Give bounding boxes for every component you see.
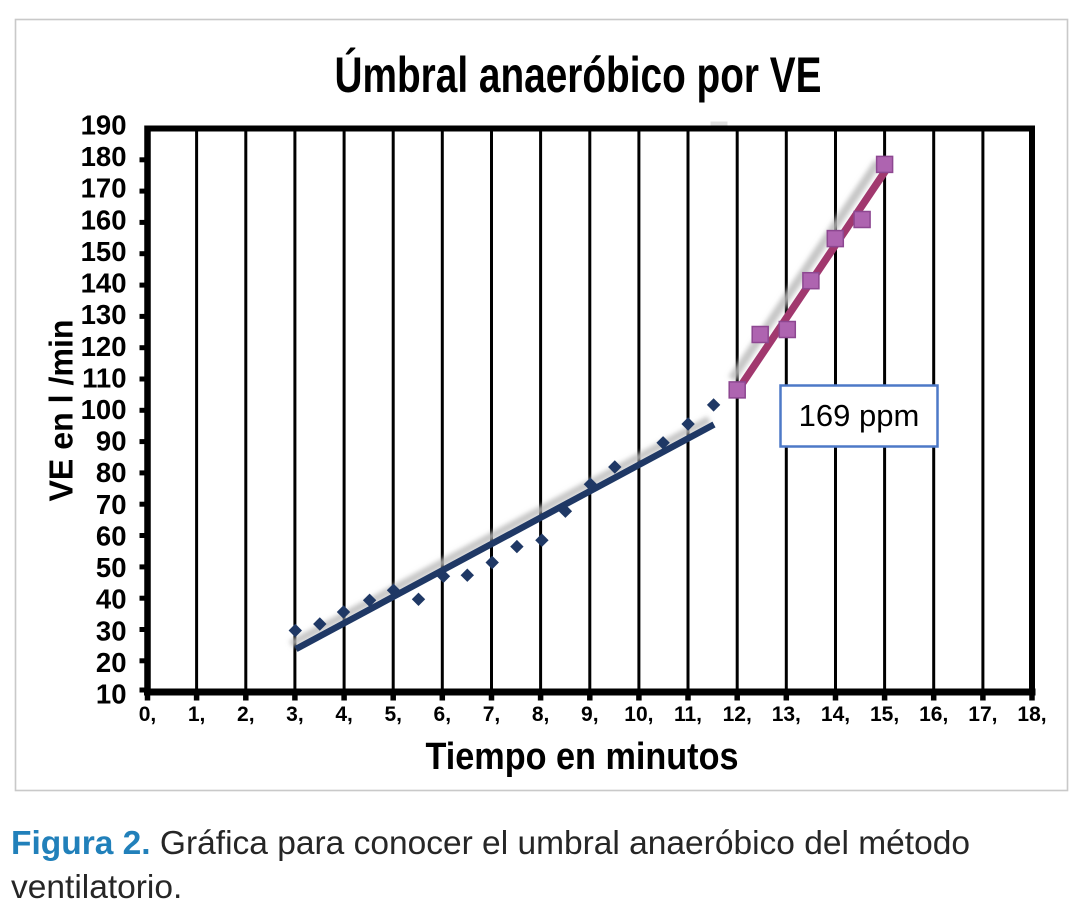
svg-text:130: 130 <box>81 299 127 330</box>
svg-text:9,: 9, <box>581 703 599 726</box>
svg-text:16,: 16, <box>919 703 948 726</box>
svg-text:10,: 10, <box>624 703 653 726</box>
svg-text:VE en l /min: VE en l /min <box>43 320 80 502</box>
svg-text:150: 150 <box>81 236 127 267</box>
svg-text:3,: 3, <box>286 703 304 726</box>
svg-text:Tiempo en minutos: Tiempo en minutos <box>426 736 739 778</box>
svg-text:0,: 0, <box>139 703 157 726</box>
svg-text:4,: 4, <box>335 703 353 726</box>
svg-text:120: 120 <box>81 331 127 362</box>
svg-text:15,: 15, <box>870 703 899 726</box>
svg-text:180: 180 <box>81 141 127 172</box>
svg-text:50: 50 <box>96 552 127 583</box>
svg-text:1,: 1, <box>188 703 206 726</box>
svg-text:7,: 7, <box>483 703 501 726</box>
svg-text:160: 160 <box>81 204 127 235</box>
svg-text:Úmbral anaeróbico por VE: Úmbral anaeróbico por VE <box>335 47 822 103</box>
svg-text:14,: 14, <box>821 703 850 726</box>
svg-text:100: 100 <box>81 394 127 425</box>
svg-text:190: 190 <box>81 110 127 141</box>
svg-text:10: 10 <box>96 679 127 710</box>
svg-text:169 ppm: 169 ppm <box>799 398 920 433</box>
svg-text:12,: 12, <box>723 703 752 726</box>
svg-text:6,: 6, <box>434 703 452 726</box>
svg-text:20: 20 <box>96 647 127 678</box>
svg-text:11,: 11, <box>674 703 702 726</box>
svg-text:70: 70 <box>96 489 127 520</box>
svg-text:17,: 17, <box>968 703 997 726</box>
svg-text:5,: 5, <box>384 703 402 726</box>
svg-text:140: 140 <box>81 268 127 299</box>
svg-text:80: 80 <box>96 457 127 488</box>
svg-text:110: 110 <box>82 362 126 393</box>
svg-text:18,: 18, <box>1017 703 1046 726</box>
svg-text:60: 60 <box>96 520 127 551</box>
svg-text:13,: 13, <box>772 703 801 726</box>
svg-text:170: 170 <box>81 173 127 204</box>
svg-text:40: 40 <box>96 584 127 615</box>
svg-text:2,: 2, <box>237 703 255 726</box>
svg-text:8,: 8, <box>532 703 550 726</box>
svg-text:30: 30 <box>96 615 127 646</box>
svg-text:90: 90 <box>96 426 127 457</box>
